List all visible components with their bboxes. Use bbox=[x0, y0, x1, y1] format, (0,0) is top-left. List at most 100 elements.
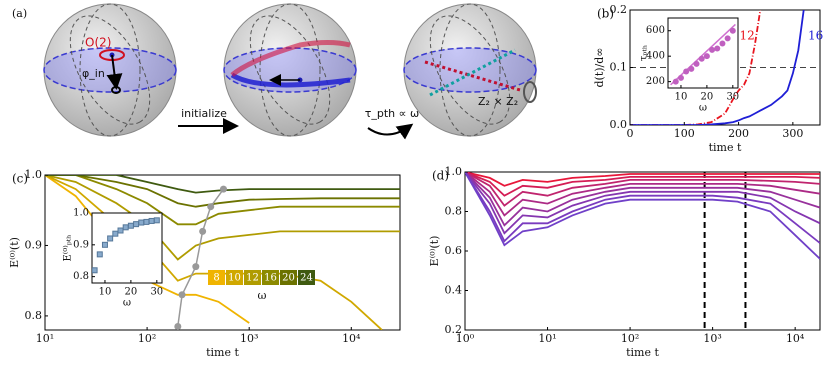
point bbox=[709, 46, 716, 53]
point bbox=[148, 217, 155, 224]
x-tick-label: 10 bbox=[99, 287, 112, 298]
x-tick-label: 20 bbox=[701, 92, 714, 103]
point bbox=[672, 78, 679, 85]
y-axis-label: τₚₜₕ bbox=[639, 45, 650, 61]
x-tick-label: 200 bbox=[728, 127, 749, 140]
x-tick-label: 10³ bbox=[703, 332, 721, 345]
legend-label: 24 bbox=[300, 273, 313, 284]
pth-point bbox=[207, 203, 215, 211]
chart: 10¹ 10² 10³ 10⁴ 0.8 0.9 1.0 time t E⁽⁰⁾(t) (c) bbox=[8, 168, 401, 359]
x-tick-label: 10¹ bbox=[36, 332, 54, 345]
x-axis-label: time t bbox=[709, 141, 742, 154]
point bbox=[122, 224, 129, 231]
x-tick-label: 100 bbox=[674, 127, 695, 140]
pth-point bbox=[219, 185, 227, 193]
y-tick-label: 200 bbox=[646, 76, 665, 87]
legend-title: ω bbox=[258, 289, 267, 302]
x-tick-label: 300 bbox=[782, 127, 803, 140]
y-tick-label: 0.4 bbox=[445, 284, 463, 297]
x-axis-label: ω bbox=[123, 298, 131, 309]
legend-swatch bbox=[280, 270, 297, 285]
y-tick-label: 0.0 bbox=[610, 118, 628, 131]
x-tick-label: 10⁰ bbox=[456, 332, 475, 345]
series-line bbox=[465, 172, 820, 187]
point bbox=[677, 74, 684, 81]
point bbox=[719, 40, 726, 47]
y-tick-label: 0.2 bbox=[610, 3, 628, 16]
x-axis-label: time t bbox=[206, 346, 239, 359]
series-line bbox=[465, 172, 820, 235]
series-line bbox=[45, 175, 400, 194]
legend-label: 10 bbox=[228, 273, 241, 284]
pth-point bbox=[199, 227, 207, 235]
y-tick-label: 1.0 bbox=[25, 168, 43, 181]
point bbox=[117, 227, 124, 234]
sphere: O(2) φ_in bbox=[43, 3, 177, 137]
x-tick-label: 10⁴ bbox=[786, 332, 805, 345]
y-tick-label: 0.8 bbox=[73, 271, 89, 282]
chart: 10 20 30 200 400 600 ω τₚₜₕ bbox=[639, 17, 739, 114]
phase-label: φ_in bbox=[82, 67, 105, 80]
legend-label: 8 bbox=[213, 273, 219, 284]
y-tick-label: 0.8 bbox=[25, 309, 43, 322]
legend-swatch bbox=[244, 270, 261, 285]
panel-a: (a) O(2) φ_in initialize τ_pth ∝ ω bbox=[12, 3, 537, 140]
sphere: Z₂ × Z₂ bbox=[403, 3, 537, 137]
y-tick-label: 0.9 bbox=[25, 238, 43, 251]
panel-label: (d) bbox=[432, 169, 449, 183]
series-line bbox=[465, 172, 820, 244]
y-tick-label: 0.2 bbox=[445, 323, 463, 336]
legend-label: 12 bbox=[246, 273, 259, 284]
x-axis-label: ω bbox=[699, 103, 707, 114]
y-tick-label: 1.0 bbox=[445, 165, 463, 178]
x-tick-label: 30 bbox=[726, 92, 739, 103]
x-tick-label: 10² bbox=[621, 332, 639, 345]
y-tick-label: 600 bbox=[646, 25, 665, 36]
x-tick-label: 20 bbox=[125, 287, 138, 298]
x-tick-label: 10³ bbox=[240, 332, 258, 345]
y-tick-label: 400 bbox=[646, 51, 665, 62]
series-line bbox=[45, 175, 400, 208]
plot-area bbox=[464, 171, 821, 331]
x-tick-label: 10¹ bbox=[538, 332, 556, 345]
plot-area bbox=[667, 17, 739, 89]
plot bbox=[465, 172, 820, 330]
point bbox=[92, 267, 98, 274]
point bbox=[143, 218, 150, 225]
series-line bbox=[465, 172, 820, 217]
legend-swatch bbox=[262, 270, 279, 285]
legend-swatch bbox=[298, 270, 315, 285]
legend-swatch bbox=[226, 270, 243, 285]
series-line bbox=[45, 175, 400, 261]
series-line bbox=[630, 10, 805, 125]
y-tick-label: 1.0 bbox=[73, 208, 89, 219]
x-tick-label: 10 bbox=[675, 92, 688, 103]
point bbox=[729, 27, 736, 34]
legend-label: 16 bbox=[264, 273, 277, 284]
pth-point bbox=[178, 291, 186, 299]
legend-swatch bbox=[208, 270, 225, 285]
point bbox=[693, 60, 700, 67]
pth-line bbox=[177, 188, 225, 327]
point bbox=[683, 68, 690, 75]
point bbox=[107, 235, 114, 242]
y-tick-label: 0.9 bbox=[73, 239, 89, 250]
point bbox=[138, 219, 145, 226]
fit-line bbox=[670, 23, 736, 86]
point bbox=[714, 45, 721, 52]
pth-point bbox=[174, 322, 182, 330]
chart: 10 20 30 0.8 0.9 1.0 ω E⁽⁰⁾ₚₜₕ bbox=[63, 208, 164, 309]
point bbox=[153, 217, 160, 224]
time-label: τ_pth ∝ ω bbox=[365, 107, 419, 120]
series-line bbox=[45, 175, 400, 226]
point bbox=[698, 55, 705, 62]
series-line bbox=[465, 172, 820, 227]
step-label: initialize bbox=[181, 107, 227, 120]
series-line bbox=[465, 172, 820, 207]
pth-point bbox=[192, 263, 200, 271]
plot bbox=[670, 23, 736, 86]
x-tick-label: 30 bbox=[150, 287, 163, 298]
y-axis-label: d(t)/d∞ bbox=[593, 48, 606, 88]
plot bbox=[92, 217, 160, 274]
